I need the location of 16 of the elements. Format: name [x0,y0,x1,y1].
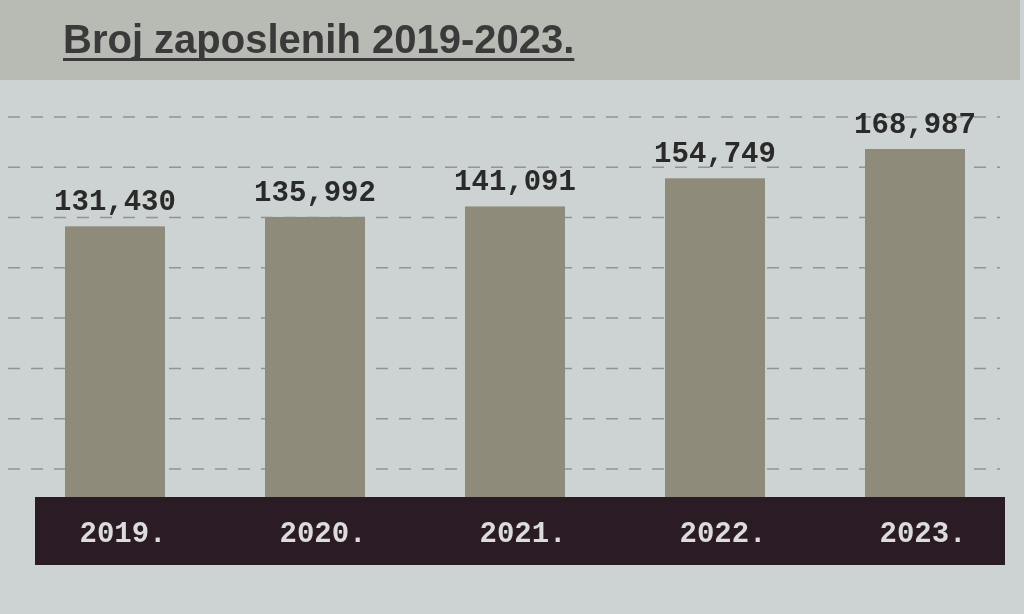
x-tick-label: 2021. [479,518,567,551]
x-tick-label: 2019. [79,518,167,551]
x-tick-label: 2020. [279,518,367,551]
bar [465,206,565,497]
bar [65,226,165,497]
data-label: 131,430 [54,186,176,220]
bar [265,216,365,497]
bar [865,149,965,497]
bar [665,178,765,497]
data-label: 168,987 [854,109,976,142]
data-label: 141,091 [454,166,576,200]
data-label: 154,749 [654,138,776,172]
x-tick-label: 2023. [879,518,967,551]
x-tick-label: 2022. [679,518,767,551]
chart-title: Broj zaposlenih 2019-2023. [63,17,575,61]
data-label: 135,992 [254,176,376,210]
